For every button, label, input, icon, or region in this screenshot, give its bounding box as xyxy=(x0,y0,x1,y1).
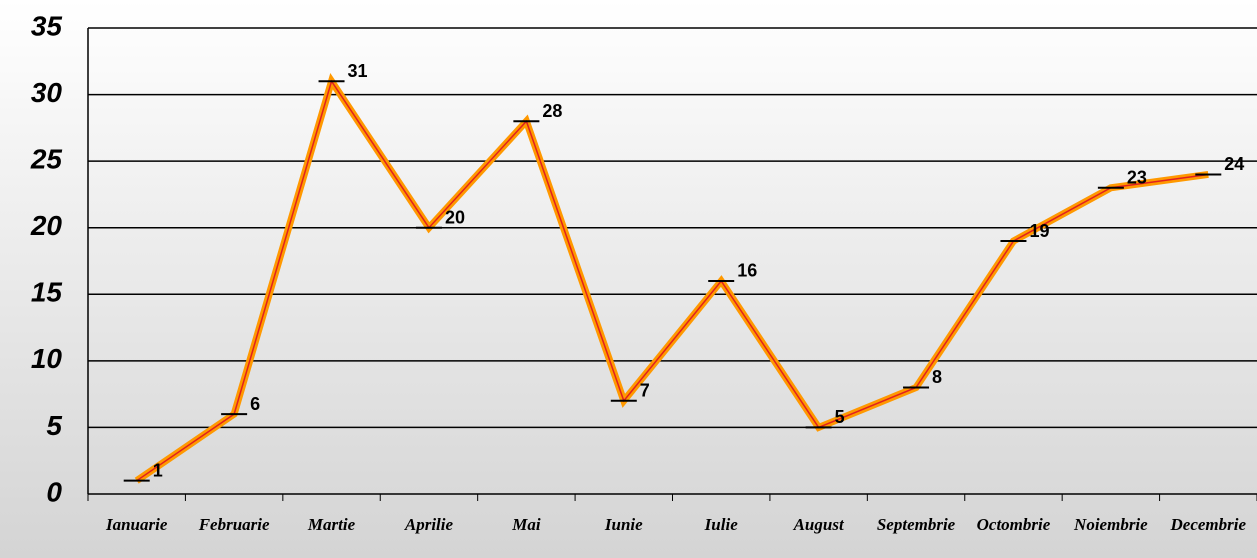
x-tick-label: Februarie xyxy=(198,515,270,534)
x-tick-label: Aprilie xyxy=(404,515,454,534)
y-tick-label: 10 xyxy=(31,343,63,374)
data-label: 8 xyxy=(932,367,942,387)
y-tick-label: 25 xyxy=(30,144,63,175)
y-tick-label: 5 xyxy=(46,410,62,441)
y-tick-label: 0 xyxy=(46,476,62,507)
x-tick-label: Septembrie xyxy=(877,515,956,534)
y-tick-label: 30 xyxy=(31,77,63,108)
x-tick-label: Iulie xyxy=(704,515,739,534)
x-tick-label: Ianuarie xyxy=(105,515,168,534)
x-tick-label: August xyxy=(793,515,845,534)
data-label: 7 xyxy=(640,381,650,401)
data-label: 20 xyxy=(445,207,465,227)
data-label: 28 xyxy=(542,101,562,121)
y-tick-label: 15 xyxy=(31,277,63,308)
data-label: 24 xyxy=(1224,154,1244,174)
data-label: 6 xyxy=(250,394,260,414)
x-tick-label: Martie xyxy=(307,515,356,534)
line-core xyxy=(136,79,1209,482)
data-label: 16 xyxy=(737,261,757,281)
x-tick-label: Mai xyxy=(511,515,541,534)
x-tick-label: Noiembrie xyxy=(1073,515,1148,534)
y-tick-label: 20 xyxy=(30,210,63,241)
x-tick-label: Iunie xyxy=(604,515,643,534)
data-label: 5 xyxy=(835,407,845,427)
data-label: 1 xyxy=(153,460,163,480)
data-label: 23 xyxy=(1127,168,1147,188)
x-tick-label: Octombrie xyxy=(977,515,1051,534)
data-label: 31 xyxy=(348,61,368,81)
y-tick-label: 35 xyxy=(31,10,63,41)
x-tick-label: Decembrie xyxy=(1170,515,1247,534)
data-label: 19 xyxy=(1029,221,1049,241)
